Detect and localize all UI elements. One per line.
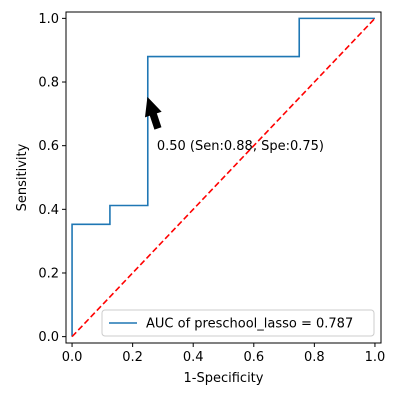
y-tick-label: 0.2 xyxy=(38,266,59,281)
roc-curve-line xyxy=(71,17,375,337)
y-axis-label: Sensitivity xyxy=(15,143,30,211)
x-tick-label: 0.4 xyxy=(183,350,204,365)
y-tick-label: 0.0 xyxy=(38,330,59,345)
y-tick-label: 1.0 xyxy=(38,12,59,27)
legend-box xyxy=(101,309,375,337)
y-tick-label: 0.6 xyxy=(38,139,59,154)
x-tick-label: 0.6 xyxy=(243,350,264,365)
chance-diagonal-line xyxy=(71,17,376,338)
x-tick-label: 0.8 xyxy=(304,350,325,365)
x-tick-label: 0.2 xyxy=(122,350,143,365)
x-axis-label: 1-Specificity xyxy=(184,371,264,386)
legend-entry-label: AUC of preschool_lasso = 0.787 xyxy=(146,317,353,332)
plot-frame xyxy=(65,11,382,344)
x-tick-label: 0.0 xyxy=(62,350,83,365)
y-tick-label: 0.4 xyxy=(38,203,59,218)
x-tick-label: 1.0 xyxy=(365,350,386,365)
annotation-arrow xyxy=(144,96,162,130)
annotation-text: 0.50 (Sen:0.88, Spe:0.75) xyxy=(157,139,324,154)
y-tick-label: 0.8 xyxy=(38,76,59,91)
